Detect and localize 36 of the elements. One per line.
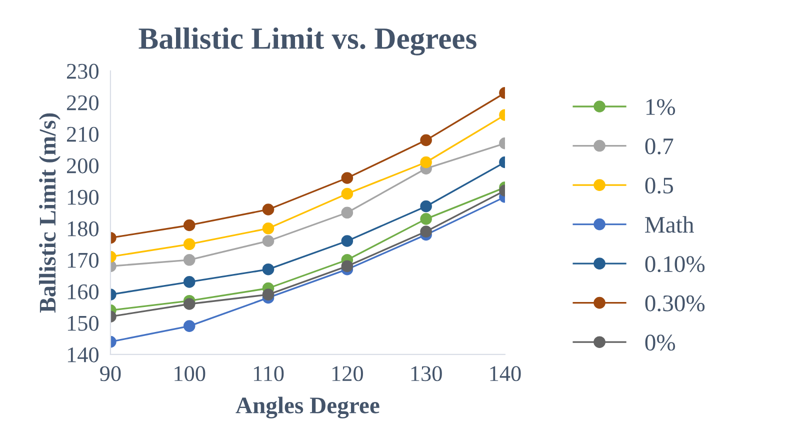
y-tick-label: 230	[66, 64, 98, 79]
legend-label: 0.5	[645, 178, 673, 194]
y-tick-label: 170	[68, 252, 98, 268]
x-tick-label: 130	[411, 366, 442, 382]
y-tick-label: 190	[68, 190, 98, 205]
y-tick-label: 160	[68, 284, 98, 300]
chart-title: Ballistic Limit vs. Degrees	[138, 27, 476, 56]
y-tick-label: 180	[68, 221, 98, 236]
x-tick-label: 120	[332, 366, 363, 382]
point	[341, 260, 354, 272]
legend-label: 0.7	[645, 138, 674, 154]
y-tick-label: 140	[68, 347, 98, 362]
legend-label: 0.10%	[645, 256, 705, 272]
point	[262, 222, 274, 234]
x-tick-label: 90	[100, 366, 121, 382]
point	[341, 172, 354, 184]
legend-label: 1%	[646, 99, 676, 116]
y-tick-label: 220	[66, 95, 98, 110]
y-tick-label: 200	[66, 158, 98, 174]
point	[262, 204, 274, 216]
point	[341, 235, 354, 247]
y-tick-label: 210	[66, 126, 98, 142]
legend-label: 0.30%	[645, 295, 705, 312]
legend-label: 0%	[645, 334, 676, 351]
x-tick-label: 110	[254, 366, 284, 382]
point	[262, 263, 274, 276]
point	[262, 235, 274, 247]
y-axis-title: Ballistic Limit (m/s)	[39, 113, 60, 313]
legend-label: Math	[645, 216, 694, 233]
point	[341, 188, 354, 200]
point	[341, 206, 354, 219]
x-tick-label: 140	[490, 366, 521, 382]
point	[262, 288, 274, 300]
x-axis-title: Angles Degree	[236, 396, 380, 418]
y-tick-label: 150	[68, 316, 98, 331]
x-tick-label: 100	[174, 366, 206, 382]
